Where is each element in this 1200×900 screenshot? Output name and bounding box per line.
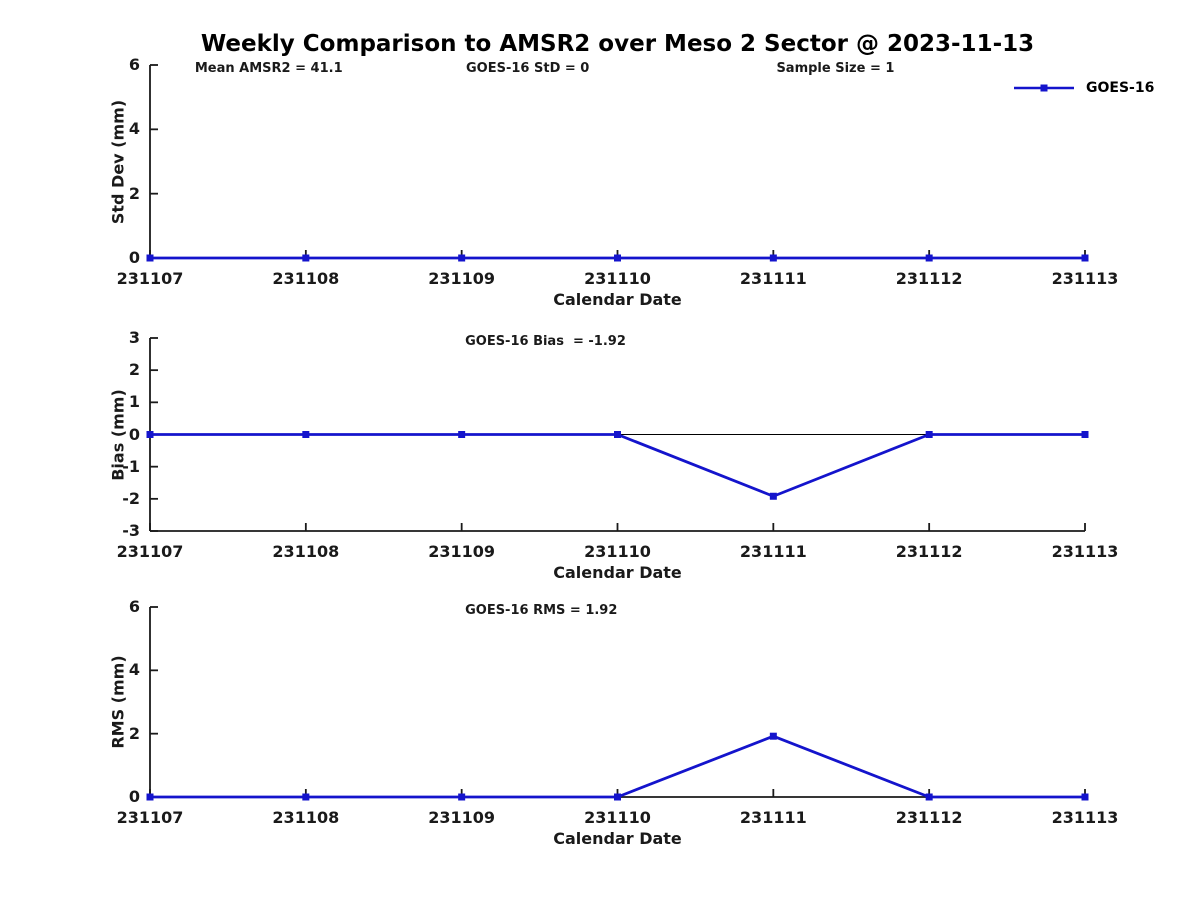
legend-line-icon (1014, 84, 1074, 92)
std-dev-annotation-0: Mean AMSR2 = 41.1 (194, 61, 343, 76)
std-dev-xaxis-label: Calendar Date (553, 290, 682, 309)
rms-xtick-231109: 231109 (428, 808, 496, 827)
rms-xaxis-label: Calendar Date (553, 829, 682, 848)
rms-xtick-231110: 231110 (584, 808, 651, 827)
std-dev-xtick-231108: 231108 (272, 269, 340, 288)
bias-ytick-0: 0 (128, 424, 140, 444)
marker-std-dev-231112 (925, 254, 933, 262)
marker-std-dev-231110 (614, 254, 621, 262)
rms-xtick-231111: 231111 (739, 808, 807, 827)
marker-std-dev-231111 (769, 254, 777, 262)
legend-label: GOES-16 (1086, 80, 1155, 96)
bias-ytick--3: -3 (122, 521, 140, 540)
marker-bias-231113 (1081, 431, 1089, 438)
marker-bias-231111 (769, 492, 777, 500)
bias-yaxis-label: Bias (mm) (108, 388, 128, 481)
marker-bias-231110 (614, 431, 621, 438)
bias-ytick-3: 3 (128, 328, 140, 347)
rms-xtick-231113: 231113 (1051, 808, 1119, 827)
rms-ytick-0: 0 (128, 787, 140, 806)
marker-std-dev-231109 (458, 254, 466, 262)
bias-ytick--2: -2 (122, 488, 140, 508)
rms-ytick-6: 6 (128, 597, 140, 616)
std-dev-xtick-231109: 231109 (428, 269, 496, 288)
std-dev-xtick-231110: 231110 (584, 269, 651, 288)
bias-xtick-231108: 231108 (272, 542, 340, 561)
rms-xtick-231112: 231112 (895, 808, 963, 827)
std-dev-ytick-2: 2 (128, 183, 140, 203)
bias-ytick-2: 2 (128, 360, 140, 380)
std-dev-xtick-231111: 231111 (739, 269, 807, 288)
bias-xtick-231111: 231111 (739, 542, 807, 561)
std-dev-xtick-231113: 231113 (1051, 269, 1119, 288)
bias-xtick-231112: 231112 (895, 542, 963, 561)
chart-title: Weekly Comparison to AMSR2 over Meso 2 S… (200, 31, 1035, 57)
std-dev-yaxis-label: Std Dev (mm) (108, 99, 128, 224)
subplot-bias-canvas (146, 337, 1089, 532)
marker-rms-231107 (146, 793, 154, 801)
rms-ytick-4: 4 (128, 660, 140, 680)
rms-ytick-2: 2 (128, 723, 140, 743)
rms-xtick-231108: 231108 (272, 808, 340, 827)
rms-annotation-0: GOES-16 RMS = 1.92 (465, 603, 618, 618)
std-dev-annotation-1: GOES-16 StD = 0 (466, 61, 590, 76)
marker-bias-231107 (146, 431, 154, 438)
legend: GOES-16 (1012, 80, 1154, 96)
marker-rms-231109 (458, 793, 466, 801)
marker-std-dev-231107 (146, 254, 154, 262)
std-dev-annotation-2: Sample Size = 1 (776, 61, 895, 76)
marker-std-dev-231113 (1081, 254, 1089, 262)
std-dev-ytick-4: 4 (128, 119, 140, 139)
marker-rms-231113 (1081, 793, 1089, 801)
bias-xaxis-label: Calendar Date (553, 563, 682, 582)
bias-ytick--1: -1 (122, 456, 140, 476)
subplot-rms-canvas (146, 606, 1089, 801)
rms-xtick-231107: 231107 (116, 808, 184, 827)
series-line-rms (150, 734, 1085, 799)
marker-rms-231111 (769, 732, 777, 740)
marker-rms-231110 (614, 793, 621, 801)
std-dev-ytick-6: 6 (128, 55, 140, 74)
std-dev-xtick-231107: 231107 (116, 269, 184, 288)
marker-bias-231109 (458, 431, 466, 438)
std-dev-ytick-0: 0 (128, 248, 140, 267)
bias-xtick-231109: 231109 (428, 542, 496, 561)
bias-xtick-231113: 231113 (1051, 542, 1119, 561)
std-dev-xtick-231112: 231112 (895, 269, 963, 288)
bias-xtick-231110: 231110 (584, 542, 651, 561)
rms-yaxis-label: RMS (mm) (108, 655, 128, 749)
series-line-bias (150, 433, 1085, 498)
marker-rms-231112 (925, 793, 933, 801)
marker-std-dev-231108 (302, 254, 310, 262)
marker-rms-231108 (302, 793, 310, 801)
bias-annotation-0: GOES-16 Bias = -1.92 (465, 334, 626, 349)
marker-bias-231112 (925, 431, 933, 438)
subplot-std-dev-canvas (146, 64, 1089, 262)
bias-ytick-1: 1 (128, 392, 140, 412)
marker-bias-231108 (302, 431, 310, 438)
bias-xtick-231107: 231107 (116, 542, 184, 561)
